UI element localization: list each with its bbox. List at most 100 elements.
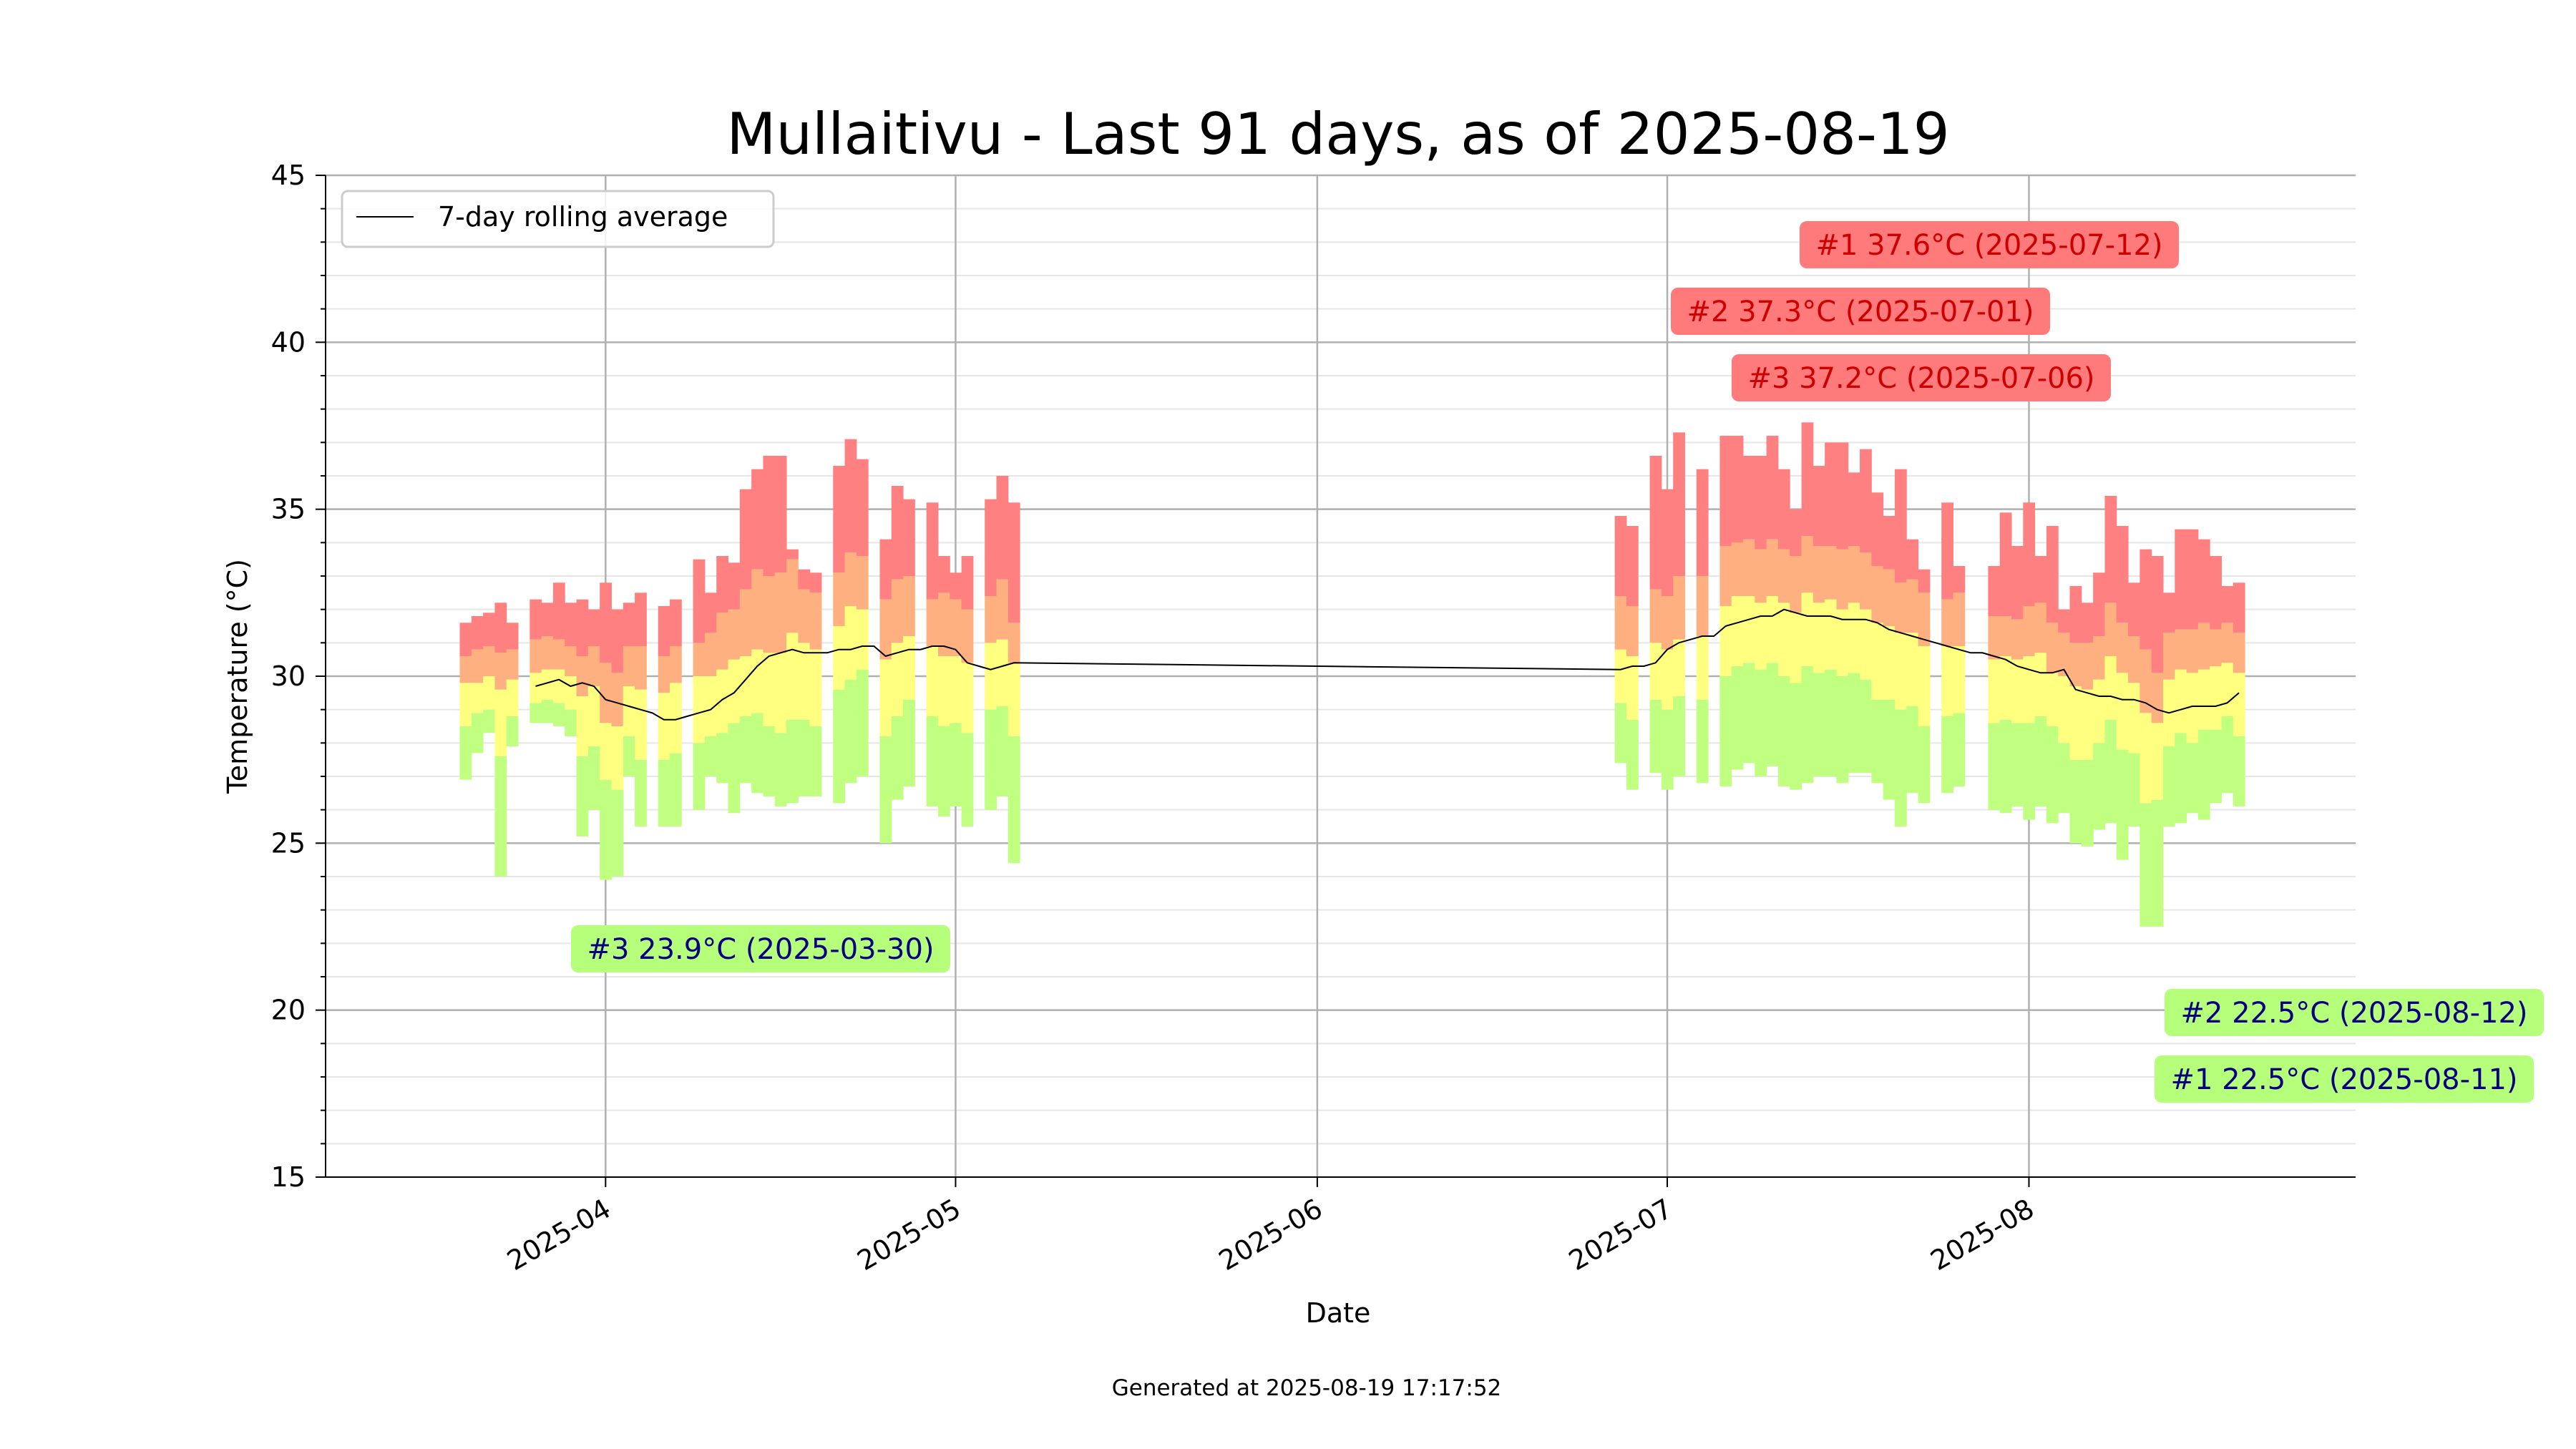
day-bar-segment xyxy=(693,743,706,810)
day-bar-segment xyxy=(623,686,635,736)
day-bar-segment xyxy=(716,556,729,613)
day-bar xyxy=(926,502,939,806)
day-bar-segment xyxy=(611,726,624,790)
day-bar-segment xyxy=(1813,546,1825,603)
day-bar-segment xyxy=(635,646,647,690)
day-bar xyxy=(541,602,554,723)
day-bar-segment xyxy=(833,572,846,626)
day-bar-segment xyxy=(1626,606,1639,656)
day-bar-segment xyxy=(1008,623,1020,663)
day-bar xyxy=(1673,432,1685,776)
annotation-text: #3 23.9°C (2025-03-30) xyxy=(587,933,934,966)
day-bar-segment xyxy=(2175,629,2187,670)
day-bar-segment xyxy=(2210,556,2222,630)
day-bar-segment xyxy=(2151,799,2164,927)
day-bar-segment xyxy=(786,549,799,560)
day-bar xyxy=(611,609,624,877)
day-bar-segment xyxy=(1790,683,1802,790)
day-bar-segment xyxy=(1790,613,1802,683)
day-bar-segment xyxy=(704,676,717,736)
day-bar-segment xyxy=(2034,556,2047,603)
y-axis-ticks: 15 20 25 30 35 40 45 xyxy=(271,160,326,1193)
day-bar-segment xyxy=(1008,736,1020,864)
y-tick-label: 25 xyxy=(271,827,306,859)
day-bar-segment xyxy=(2011,659,2024,723)
day-bar-segment xyxy=(2233,736,2245,806)
day-bar-segment xyxy=(565,676,577,710)
annotation-box xyxy=(1800,221,2179,268)
day-bar-segment xyxy=(903,499,915,576)
day-bar-segment xyxy=(1008,663,1020,736)
day-bar-segment xyxy=(950,723,962,806)
day-bar-segment xyxy=(879,659,892,736)
day-bar-segment xyxy=(2221,716,2234,794)
day-bar-segment xyxy=(774,653,787,733)
day-bar-segment xyxy=(2058,633,2071,676)
day-bar xyxy=(2162,592,2175,826)
day-bar-segment xyxy=(798,569,811,590)
day-bar-segment xyxy=(2116,526,2129,623)
day-bar-segment xyxy=(950,599,962,656)
day-bar-segment xyxy=(2081,759,2094,847)
hot-annotation: #1 37.6°C (2025-07-12) xyxy=(1800,221,2179,268)
day-bar-segment xyxy=(891,486,904,580)
day-bar-segment xyxy=(961,556,974,610)
day-bar-segment xyxy=(1941,646,1953,716)
day-bar xyxy=(809,572,822,796)
day-bar-segment xyxy=(786,633,799,720)
day-bar-segment xyxy=(506,649,519,680)
day-bar-segment xyxy=(1743,663,1755,763)
x-tick-label: 2025-06 xyxy=(1214,1193,1328,1277)
day-bar-segment xyxy=(926,716,939,806)
day-bar xyxy=(459,623,472,780)
rolling-average-line xyxy=(535,608,2240,721)
day-bar-segment xyxy=(1696,576,1709,636)
day-bar xyxy=(587,609,600,810)
day-bar xyxy=(2011,546,2024,806)
day-bar-segment xyxy=(1801,422,1814,536)
day-bar xyxy=(1860,449,1872,774)
day-bar-segment xyxy=(2046,623,2059,673)
day-bar-segment xyxy=(704,736,717,776)
day-bar-segment xyxy=(1743,539,1755,596)
day-bar-segment xyxy=(2233,582,2245,633)
day-bar-segment xyxy=(1649,589,1662,643)
day-bar-segment xyxy=(996,706,1009,796)
day-bar-segment xyxy=(2034,602,2047,653)
day-bar xyxy=(903,499,915,786)
day-bar-segment xyxy=(658,759,670,826)
day-bar-segment xyxy=(1883,516,1896,570)
day-bar-segment xyxy=(2140,713,2152,804)
day-bar xyxy=(2104,496,2117,824)
day-bar-segment xyxy=(1614,516,1627,596)
day-bar-segment xyxy=(2058,743,2071,814)
day-bar xyxy=(2210,556,2222,804)
day-bar-segment xyxy=(844,552,857,606)
day-bar-segment xyxy=(798,643,811,720)
day-bar-segment xyxy=(1848,673,1860,774)
day-bar xyxy=(763,456,776,796)
day-bar-segment xyxy=(471,616,484,650)
day-bar xyxy=(565,602,577,736)
x-axis-label: Date xyxy=(1306,1297,1371,1329)
day-bar xyxy=(494,602,507,877)
day-bar-segment xyxy=(576,599,589,656)
day-bar-segment xyxy=(1790,509,1802,556)
day-bar-segment xyxy=(833,689,846,804)
day-bar-segment xyxy=(530,673,542,703)
day-bar-segment xyxy=(751,569,763,650)
day-bar-segment xyxy=(565,646,577,676)
day-bar-segment xyxy=(1825,442,1837,546)
day-bar-segment xyxy=(2175,669,2187,733)
day-bar xyxy=(506,623,519,746)
day-bar-segment xyxy=(1801,536,1814,593)
day-bar-segment xyxy=(879,539,892,600)
day-bar-segment xyxy=(587,609,600,646)
day-bar xyxy=(1801,422,1814,784)
day-bar xyxy=(2128,582,2140,826)
annotation-text: #2 37.3°C (2025-07-01) xyxy=(1687,296,2034,328)
day-bar-segment xyxy=(1801,592,1814,666)
day-bar xyxy=(2197,539,2210,820)
day-bar-segment xyxy=(937,656,950,726)
day-bar-segment xyxy=(1731,542,1744,596)
